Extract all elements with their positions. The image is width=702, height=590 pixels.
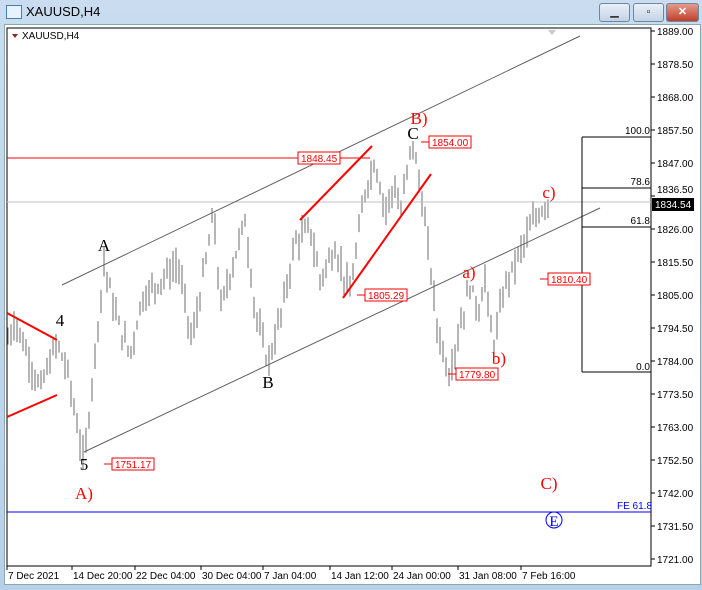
title-bar: XAUUSD,H4 ▁ ▫ ✕ <box>0 0 702 24</box>
fib-level: 78.6 <box>631 177 651 188</box>
x-tick-label: 14 Jan 12:00 <box>331 571 389 582</box>
price-label: 1751.17 <box>115 460 152 471</box>
price-label-box <box>455 367 499 381</box>
x-tick-label: 7 Jan 04:00 <box>264 571 317 582</box>
y-tick-label: 1752.50 <box>657 456 694 467</box>
y-tick-label: 1836.50 <box>657 185 694 196</box>
price-label: 1810.40 <box>551 275 588 286</box>
wave-label-C: C <box>407 124 418 143</box>
price-label-box <box>428 135 472 149</box>
fib-level: 0.0 <box>636 362 650 373</box>
price-label-box <box>297 151 341 165</box>
y-tick-label: 1794.50 <box>657 324 694 335</box>
y-tick-label: 1784.00 <box>657 357 694 368</box>
close-button[interactable]: ✕ <box>666 3 699 22</box>
price-label: 1848.45 <box>301 154 338 165</box>
x-tick-label: 14 Dec 20:00 <box>73 571 133 582</box>
channel-lower-line[interactable] <box>83 207 601 453</box>
wave-label-b: b) <box>492 349 506 368</box>
wave-label-E: E <box>549 514 558 530</box>
wave-label-a: a) <box>462 263 475 282</box>
current-price-text: 1834.54 <box>655 200 692 211</box>
minimize-button[interactable]: ▁ <box>599 3 630 22</box>
triangle-lower-line[interactable] <box>6 394 58 418</box>
price-label: 1779.80 <box>459 370 496 381</box>
circled-E-marker <box>545 511 563 529</box>
y-tick-label: 1857.50 <box>657 126 694 137</box>
wave-label-B: B <box>262 373 273 392</box>
x-tick-label: 22 Dec 04:00 <box>136 571 196 582</box>
triangle-upper-line[interactable] <box>6 312 58 341</box>
y-tick-label: 1815.50 <box>657 258 694 269</box>
fib-level: 61.8 <box>631 216 651 227</box>
wave-label-4: 4 <box>56 311 65 330</box>
plot-frame <box>6 27 652 567</box>
y-tick-label: 1742.00 <box>657 489 694 500</box>
dropdown-triangle-icon[interactable] <box>12 34 18 38</box>
shift-marker-icon[interactable] <box>548 30 556 35</box>
price-label-box <box>547 272 591 286</box>
fe-label: FE 61.8 <box>617 501 652 512</box>
y-tick-label: 1805.00 <box>657 291 694 302</box>
x-tick-label: 7 Dec 2021 <box>8 571 60 582</box>
price-label: 1805.29 <box>368 291 405 302</box>
y-tick-label: 1847.00 <box>657 159 694 170</box>
y-tick-label: 1826.00 <box>657 225 694 236</box>
y-tick-label: 1889.00 <box>657 27 694 38</box>
wave-label-A-paren: A) <box>75 484 93 503</box>
y-tick-label: 1763.00 <box>657 423 694 434</box>
x-tick-label: 24 Jan 00:00 <box>393 571 451 582</box>
wave-label-A: A <box>98 236 111 255</box>
price-label-box <box>111 457 155 471</box>
y-tick-label: 1773.50 <box>657 390 694 401</box>
window-title: XAUUSD,H4 <box>26 4 101 19</box>
y-tick-label: 1731.50 <box>657 522 694 533</box>
fib-retracement[interactable] <box>581 136 651 373</box>
wave-label-B-paren: B) <box>411 109 428 128</box>
price-label-box <box>364 288 408 302</box>
x-tick-label: 30 Dec 04:00 <box>202 571 262 582</box>
symbol-label: XAUUSD,H4 <box>22 31 80 42</box>
chart-window-icon <box>6 5 22 19</box>
x-tick-label: 31 Jan 08:00 <box>459 571 517 582</box>
wave-label-5: 5 <box>80 455 89 474</box>
x-tick-label: 7 Feb 16:00 <box>522 571 576 582</box>
wave-label-C-paren: C) <box>541 474 558 493</box>
y-tick-label: 1878.50 <box>657 60 694 71</box>
fib-level: 100.0 <box>625 126 650 137</box>
y-tick-label: 1868.00 <box>657 93 694 104</box>
current-price-marker <box>652 198 694 211</box>
y-tick-label: 1721.00 <box>657 555 694 566</box>
wedge-lower-line[interactable] <box>342 173 432 299</box>
maximize-button[interactable]: ▫ <box>633 3 664 22</box>
price-label: 1854.00 <box>432 138 469 149</box>
chart-area[interactable] <box>4 24 701 585</box>
wave-label-c: c) <box>542 183 555 202</box>
